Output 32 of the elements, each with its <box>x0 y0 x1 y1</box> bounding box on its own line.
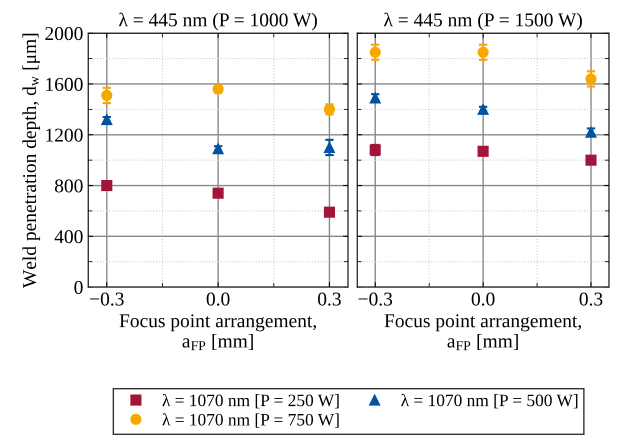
y-tick-label: 1600 <box>46 78 83 91</box>
point <box>478 46 489 58</box>
legend-label: λ = 1070 nm [P = 750 W] <box>162 413 339 428</box>
point <box>585 154 597 166</box>
point <box>585 73 597 84</box>
legend-label: λ = 1070 nm [P = 500 W] <box>401 394 578 408</box>
point <box>585 126 597 138</box>
point <box>101 90 112 101</box>
y-axis-title: Weld penetration depth, d$_{w}$ [μm] <box>22 34 40 288</box>
y-tick-label: 800 <box>54 179 83 192</box>
point <box>370 92 381 104</box>
y-tick-label: 2000 <box>45 27 83 40</box>
point <box>324 206 335 218</box>
x-axis-title: Focus point arrangement, a$_{FP}$ [mm] <box>384 314 581 350</box>
point <box>478 146 489 157</box>
x-tick-label: −0.3 <box>358 292 392 306</box>
x-tick-label: 0.0 <box>206 292 230 306</box>
chart-title: λ = 445 nm (P = 1500 W) <box>384 12 582 30</box>
y-tick-label: 1200 <box>46 128 83 142</box>
x-tick-label: 0.0 <box>472 292 495 306</box>
point <box>324 142 335 154</box>
point <box>101 180 112 192</box>
point <box>370 46 381 58</box>
y-tick-label: 0 <box>74 280 83 294</box>
x-axis-title: Focus point arrangement, a$_{FP}$ [mm] <box>120 314 316 350</box>
x-tick-label: −0.3 <box>90 292 124 306</box>
y-tick-label: 400 <box>54 230 83 244</box>
x-tick-label: 0.3 <box>580 292 602 306</box>
x-tick-label: 0.3 <box>318 292 341 306</box>
chart-title: λ = 445 nm (P = 1000 W) <box>118 12 317 30</box>
point <box>212 188 224 199</box>
legend-label: λ = 1070 nm [P = 250 W] <box>162 394 339 408</box>
